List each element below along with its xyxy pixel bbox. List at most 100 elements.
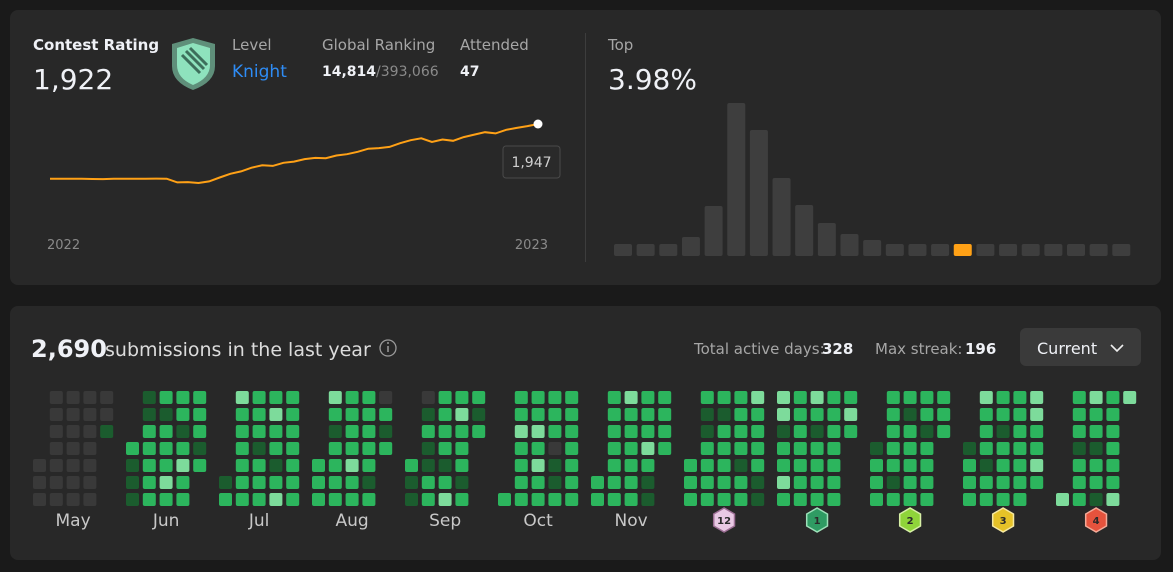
day-cell <box>777 391 790 404</box>
histogram-bar <box>636 244 655 256</box>
day-cell <box>328 408 342 421</box>
day-cell <box>1072 493 1086 506</box>
attended-label: Attended <box>460 36 529 54</box>
day-cell <box>717 391 731 404</box>
day-cell <box>235 442 249 455</box>
day-cell <box>159 425 173 438</box>
day-cell <box>455 476 469 489</box>
day-cell <box>937 391 951 404</box>
day-cell <box>472 408 486 421</box>
day-cell <box>827 425 841 438</box>
day-cell <box>1089 391 1103 404</box>
day-cell <box>252 476 266 489</box>
day-cell <box>1072 408 1086 421</box>
day-cell <box>472 425 486 438</box>
day-cell <box>979 391 993 404</box>
level-badge <box>172 38 215 90</box>
info-dot <box>387 342 389 344</box>
day-cell <box>142 442 156 455</box>
day-cell <box>269 493 283 506</box>
dropdown-box[interactable] <box>1020 328 1141 366</box>
day-cell <box>514 408 528 421</box>
day-cell <box>514 493 528 506</box>
day-cell <box>531 459 545 472</box>
day-cell <box>920 425 934 438</box>
day-cell <box>49 391 63 404</box>
day-cell <box>641 442 655 455</box>
badge-hex <box>712 507 736 533</box>
day-cell <box>1013 425 1027 438</box>
day-cell <box>996 391 1010 404</box>
day-cell <box>362 493 376 506</box>
day-cell <box>379 408 393 421</box>
day-cell <box>159 459 173 472</box>
day-cell <box>963 442 976 455</box>
day-cell <box>751 408 765 421</box>
day-cell <box>979 408 993 421</box>
day-cell <box>548 493 562 506</box>
day-cell <box>1106 391 1120 404</box>
day-cell <box>328 442 342 455</box>
day-cell <box>827 476 841 489</box>
dropdown[interactable]: Current <box>1020 328 1141 366</box>
histogram-bar <box>1067 244 1085 256</box>
day-cell <box>362 391 376 404</box>
day-cell <box>438 408 452 421</box>
day-cell <box>33 459 46 472</box>
ranking-label: Global Ranking <box>322 36 435 54</box>
day-cell <box>751 459 765 472</box>
day-cell <box>455 391 469 404</box>
day-cell <box>870 459 883 472</box>
day-cell <box>793 408 807 421</box>
badge-stripes <box>180 46 209 75</box>
month-badge: 1 <box>805 507 829 533</box>
day-cell <box>641 408 655 421</box>
day-cell <box>66 459 80 472</box>
day-cell <box>548 476 562 489</box>
day-cell <box>514 391 528 404</box>
day-cell <box>252 459 266 472</box>
day-cell <box>684 459 697 472</box>
day-cell <box>844 408 858 421</box>
histogram-bar <box>727 103 746 256</box>
day-cell <box>937 425 951 438</box>
day-cell <box>717 408 731 421</box>
day-cell <box>269 476 283 489</box>
day-cell <box>793 493 807 506</box>
day-cell <box>252 425 266 438</box>
day-cell <box>624 493 638 506</box>
day-cell <box>286 408 300 421</box>
day-cell <box>793 476 807 489</box>
day-cell <box>684 493 697 506</box>
histogram-bar <box>704 206 723 256</box>
day-cell <box>684 476 697 489</box>
day-cell <box>734 442 748 455</box>
day-cell <box>734 493 748 506</box>
day-cell <box>979 493 993 506</box>
day-cell <box>49 476 63 489</box>
day-cell <box>1072 459 1086 472</box>
day-cell <box>607 442 621 455</box>
tooltip-box <box>502 145 561 179</box>
active-label: Total active days: <box>693 340 825 358</box>
info-icon[interactable] <box>379 339 397 357</box>
day-cell <box>235 425 249 438</box>
day-cell <box>777 459 790 472</box>
day-cell <box>252 493 266 506</box>
day-cell <box>734 459 748 472</box>
day-cell <box>33 476 46 489</box>
day-cell <box>920 408 934 421</box>
dropdown-label[interactable]: Current <box>1037 339 1097 358</box>
day-cell <box>142 391 156 404</box>
rating-line <box>50 123 539 185</box>
day-cell <box>362 442 376 455</box>
badge-hex <box>805 507 829 533</box>
day-cell <box>810 408 824 421</box>
day-cell <box>472 391 486 404</box>
day-cell <box>793 459 807 472</box>
month-badge: 3 <box>991 507 1015 533</box>
submission-count: 2,690 <box>31 335 107 363</box>
day-cell <box>810 425 824 438</box>
info-circle <box>379 339 397 357</box>
day-cell <box>269 425 283 438</box>
